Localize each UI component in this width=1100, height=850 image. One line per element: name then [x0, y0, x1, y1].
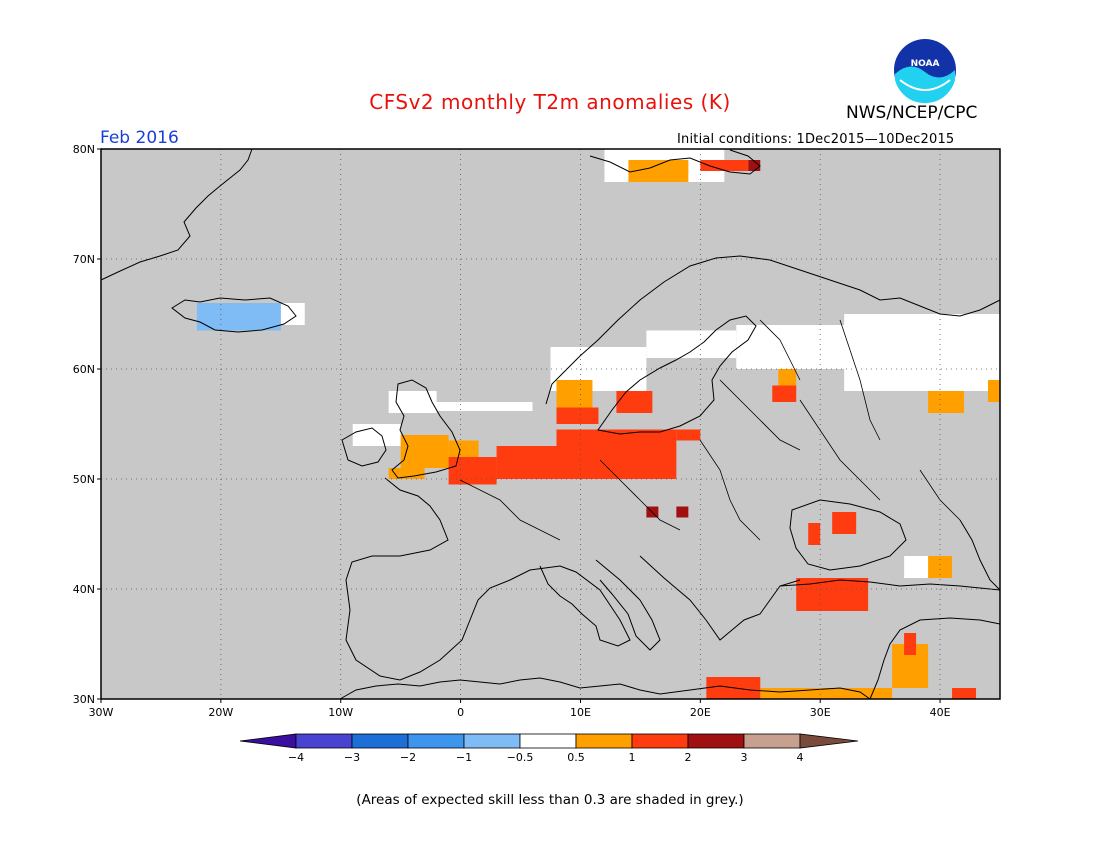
- anomaly-cell-orange: [928, 556, 953, 578]
- anomaly-cell-lightblue: [196, 303, 281, 331]
- colorbar-label: −2: [400, 751, 416, 764]
- colorbar: −4 −3 −2 −1 −0.5 0.5 1 2 3 4: [239, 733, 859, 764]
- forecast-month: Feb 2016: [100, 128, 179, 148]
- anomaly-cell-red: [796, 578, 869, 611]
- colorbar-swatch: [687, 733, 745, 749]
- lat-tick-label: 30N: [73, 693, 95, 706]
- colorbar-swatch: [631, 733, 689, 749]
- anomaly-cell-white: [388, 391, 437, 413]
- colorbar-swatch: [407, 733, 465, 749]
- lat-tick-label: 40N: [73, 583, 95, 596]
- anomaly-cell-orange: [400, 435, 449, 468]
- coast-svalbard: [589, 149, 761, 175]
- anomaly-cell-orange: [388, 468, 425, 479]
- lon-tick-label: 20E: [690, 706, 711, 719]
- anomaly-cell-red: [904, 633, 917, 655]
- longitude-axis: 30W 20W 10W 0 10E 20E 30E 40E: [89, 699, 951, 719]
- anomaly-cell-red: [808, 523, 821, 545]
- logo-wordmark: NOAA: [911, 59, 940, 69]
- skill-grey-background: [101, 149, 1000, 699]
- colorbar-swatch: [351, 733, 409, 749]
- colorbar-swatch: [519, 733, 577, 749]
- coast-black-sea: [789, 499, 907, 571]
- colorbar-label: −4: [288, 751, 304, 764]
- colorbar-label: 3: [741, 751, 748, 764]
- coast-caspian: [959, 519, 1001, 591]
- coast-ireland: [341, 427, 387, 467]
- coast-north-africa: [339, 677, 871, 700]
- colorbar-label: −3: [344, 751, 360, 764]
- colorbar-swatch: [743, 733, 801, 749]
- map-frame: [100, 148, 1001, 700]
- latitude-axis: 80N 70N 60N 50N 40N 30N: [73, 143, 101, 706]
- noaa-logo: NOAA: [894, 39, 956, 104]
- coast-iceland: [171, 297, 297, 333]
- skill-footnote: (Areas of expected skill less than 0.3 a…: [356, 792, 744, 808]
- lon-tick-label: 40E: [930, 706, 951, 719]
- page-title: CFSv2 monthly T2m anomalies (K): [369, 90, 731, 114]
- agency-label: NWS/NCEP/CPC: [846, 103, 978, 123]
- anomaly-cell-red: [700, 160, 749, 171]
- anomaly-cell-orange: [628, 160, 689, 182]
- anomaly-cell-red: [616, 391, 653, 413]
- initial-conditions: Initial conditions: 1Dec2015—10Dec2015: [677, 132, 955, 147]
- anomaly-cell-red: [448, 457, 497, 485]
- coastlines: [100, 148, 1001, 700]
- anomaly-cell-white: [352, 424, 401, 446]
- coast-turkey: [779, 579, 1001, 591]
- colorbar-label: −0.5: [507, 751, 534, 764]
- lon-tick-label: 0: [457, 706, 464, 719]
- colorbar-high-arrow: [799, 733, 859, 749]
- colorbar-label: 0.5: [567, 751, 585, 764]
- colorbar-label: 2: [685, 751, 692, 764]
- anomaly-cell-white: [280, 303, 305, 325]
- colorbar-swatch: [463, 733, 521, 749]
- coast-mainland: [345, 477, 631, 681]
- lon-tick-label: 30W: [89, 706, 114, 719]
- lat-tick-label: 50N: [73, 473, 95, 486]
- coast-baltic: [597, 315, 757, 435]
- lon-tick-label: 10E: [570, 706, 591, 719]
- anomaly-cell-red: [952, 688, 977, 699]
- anomaly-cell-orange: [760, 688, 893, 699]
- lon-tick-label: 10W: [328, 706, 353, 719]
- anomaly-cell-red: [676, 429, 701, 441]
- anomaly-cell-red: [496, 446, 557, 479]
- lat-tick-label: 70N: [73, 253, 95, 266]
- colorbar-label: −1: [456, 751, 472, 764]
- anomaly-cell-orange: [988, 380, 1000, 402]
- lat-tick-label: 60N: [73, 363, 95, 376]
- lon-tick-label: 30E: [810, 706, 831, 719]
- anomaly-cell-red: [772, 385, 797, 402]
- borders: [459, 319, 961, 541]
- coast-britain: [391, 379, 461, 479]
- lat-tick-label: 80N: [73, 143, 95, 156]
- colorbar-low-arrow: [239, 733, 297, 749]
- graticule: [101, 149, 1000, 699]
- anomaly-cell-red: [556, 429, 677, 479]
- coast-levant: [869, 617, 1001, 700]
- anomaly-cell-white: [394, 402, 533, 411]
- lon-tick-label: 20W: [208, 706, 233, 719]
- anomaly-cell-red: [832, 512, 857, 534]
- colorbar-swatch: [295, 733, 353, 749]
- coast-italy-balkans: [595, 555, 801, 651]
- colorbar-label: 1: [629, 751, 636, 764]
- colorbar-swatch: [575, 733, 633, 749]
- coast-greenland: [100, 148, 253, 281]
- colorbar-label: 4: [797, 751, 804, 764]
- anomaly-cell-orange: [928, 391, 965, 413]
- anomaly-cell-red: [556, 407, 599, 424]
- anomaly-cell-darkred: [748, 160, 761, 171]
- anomaly-cell-white: [844, 314, 1000, 391]
- anomaly-cell-white: [646, 330, 737, 358]
- anomaly-cell-darkred: [676, 506, 689, 518]
- anomaly-cells: [196, 149, 1000, 699]
- coast-scandinavia: [545, 255, 1001, 405]
